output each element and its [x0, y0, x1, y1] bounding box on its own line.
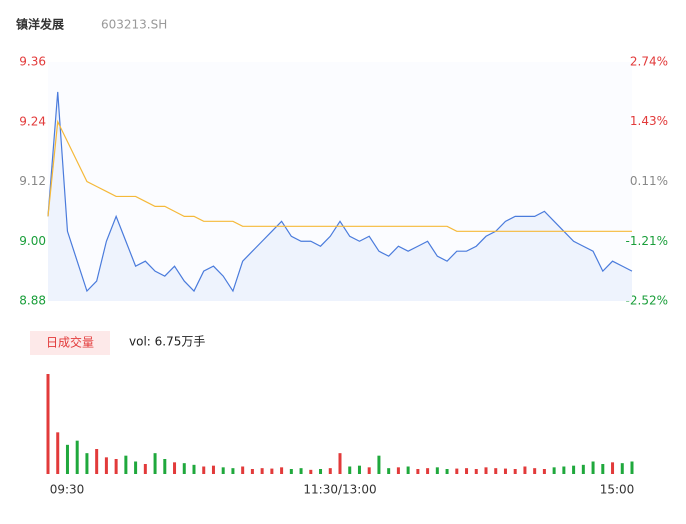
- volume-bar: [426, 468, 430, 474]
- volume-bar: [445, 469, 449, 474]
- chart-title: 镇洋发展: [16, 17, 64, 32]
- line: [47, 119, 632, 232]
- volume-bar: [143, 464, 147, 474]
- volume-bar: [260, 468, 264, 474]
- volume-bar: [56, 432, 60, 474]
- volume-bar: [416, 469, 420, 474]
- x-tick-label: 15:00: [600, 483, 635, 497]
- volume-bar: [465, 468, 469, 474]
- volume-bar: [601, 464, 605, 474]
- volume-bar: [202, 466, 206, 474]
- volume-bar: [338, 453, 342, 474]
- volume-bar: [104, 457, 108, 474]
- volume-bar: [494, 468, 498, 474]
- price-area: [48, 91, 632, 301]
- volume-bar: [406, 466, 410, 474]
- volume-bar: [289, 469, 293, 474]
- volume-bar: [192, 464, 196, 474]
- volume-bar: [367, 467, 371, 474]
- volume-bar: [581, 464, 585, 474]
- volume-bar: [611, 462, 615, 474]
- volume-bar: [503, 468, 507, 474]
- volume-bar: [348, 466, 352, 474]
- volume-bar: [435, 467, 439, 474]
- volume-bar: [153, 453, 157, 474]
- y-tick-label: 9.24: [19, 114, 46, 128]
- volume-bar: [552, 467, 556, 474]
- y-tick-label: 8.88: [19, 294, 46, 308]
- volume-bar: [163, 459, 167, 474]
- volume-bar: [134, 461, 138, 474]
- volume-bar: [241, 466, 245, 474]
- volume-bar: [173, 462, 177, 474]
- y-tick-label: 9.00: [19, 234, 46, 248]
- volume-bar: [533, 468, 537, 474]
- y2-tick-label: 1.43%: [630, 114, 668, 128]
- volume-bar: [562, 466, 566, 474]
- volume-bar: [250, 469, 254, 474]
- x-tick-label: 09:30: [50, 483, 85, 497]
- volume-bar: [221, 467, 225, 474]
- volume-text: vol: 6.75万手: [129, 335, 205, 349]
- volume-bar: [630, 461, 634, 474]
- volume-bar: [270, 468, 274, 474]
- y2-tick-label: -2.52%: [626, 294, 668, 308]
- y-tick-label: 9.12: [19, 174, 46, 188]
- volume-bar: [572, 465, 576, 474]
- y2-tick-label: 0.11%: [630, 174, 668, 188]
- volume-bar: [280, 467, 284, 474]
- volume-bar: [299, 468, 303, 474]
- volume-bar: [114, 459, 118, 474]
- y2-tick-label: 2.74%: [630, 55, 668, 69]
- volume-bar: [377, 455, 381, 474]
- line: [47, 91, 633, 293]
- volume-bar: [95, 449, 99, 474]
- x-tick-label: 11:30/13:00: [303, 483, 376, 497]
- volume-bar: [328, 468, 332, 474]
- volume-bar: [474, 469, 478, 474]
- volume-button[interactable]: 日成交量: [46, 335, 94, 350]
- volume-bar: [542, 469, 546, 474]
- volume-bar: [46, 374, 50, 474]
- volume-bar: [75, 440, 79, 474]
- volume-bar: [85, 453, 89, 474]
- volume-bar: [484, 467, 488, 474]
- volume-bar: [620, 463, 624, 474]
- volume-button-bg[interactable]: [30, 331, 110, 355]
- chart-subtitle: 603213.SH: [101, 18, 167, 32]
- volume-bar: [65, 444, 69, 474]
- volume-bar: [357, 465, 361, 474]
- volume-bar: [309, 469, 313, 474]
- volume-bar: [231, 468, 235, 474]
- volume-bar: [455, 468, 459, 474]
- volume-bar: [396, 467, 400, 474]
- volume-bar: [513, 469, 517, 474]
- volume-bar: [211, 465, 215, 474]
- volume-bar: [387, 468, 391, 474]
- volume-bar: [523, 466, 527, 474]
- volume-bar: [182, 463, 186, 474]
- volume-bar: [319, 469, 323, 474]
- volume-bar: [591, 461, 595, 474]
- y-tick-label: 9.36: [19, 55, 46, 69]
- volume-bar: [124, 455, 128, 474]
- y2-tick-label: -1.21%: [626, 234, 668, 248]
